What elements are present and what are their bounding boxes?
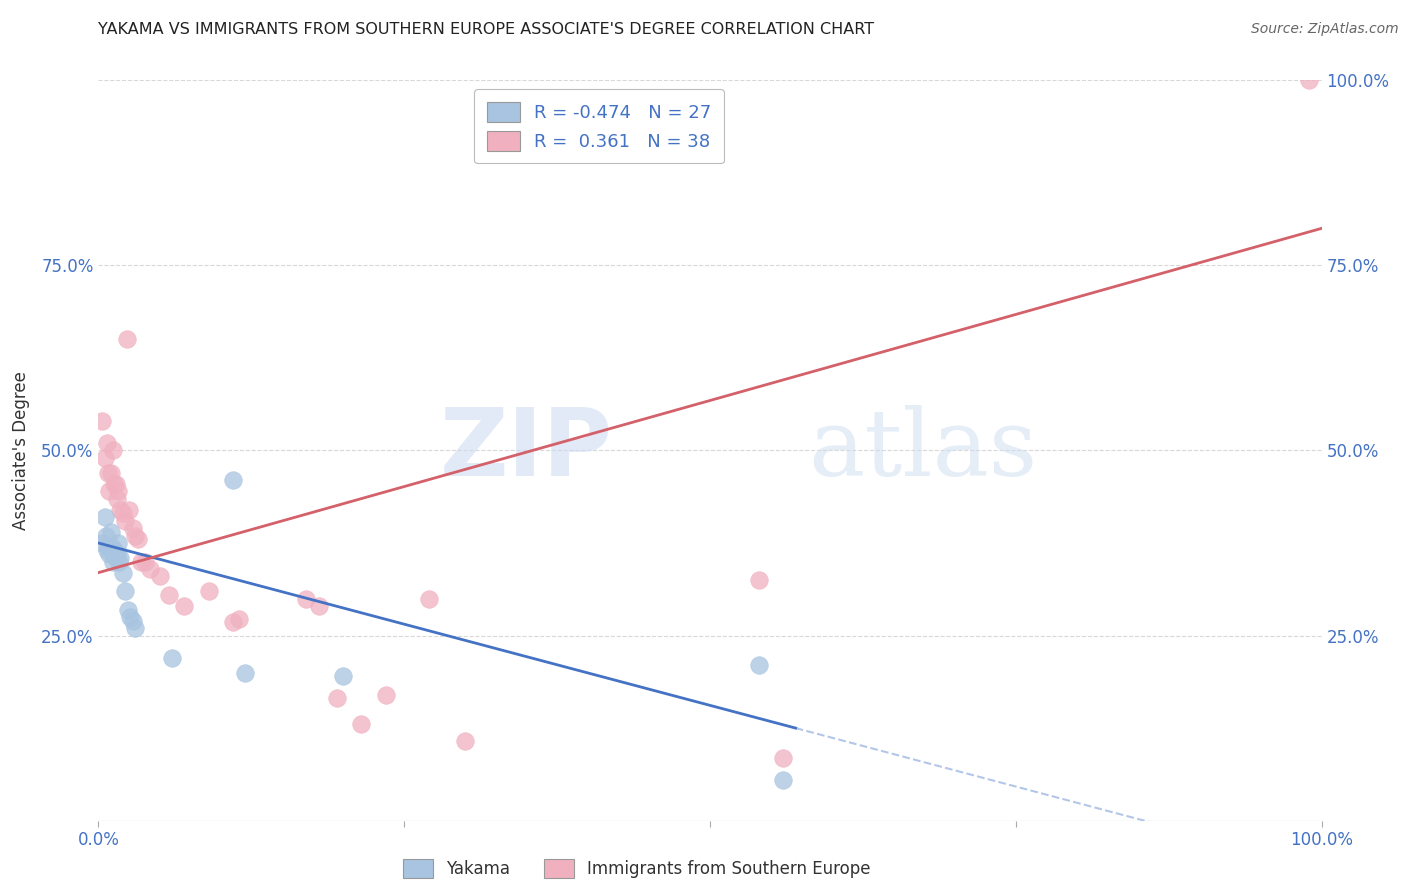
- Point: [98, 484, 121, 499]
- Text: ZIP: ZIP: [439, 404, 612, 497]
- Point: [100, 466, 122, 480]
- Point: [105, 491, 128, 506]
- Point: [91, 536, 114, 550]
- Point: [124, 528, 146, 542]
- Point: [157, 588, 180, 602]
- Point: [222, 473, 245, 487]
- Point: [117, 602, 139, 616]
- Y-axis label: Associate's Degree: Associate's Degree: [11, 371, 30, 530]
- Point: [134, 555, 156, 569]
- Point: [222, 615, 245, 630]
- Point: [350, 717, 373, 731]
- Point: [121, 614, 143, 628]
- Point: [197, 584, 219, 599]
- Point: [129, 555, 152, 569]
- Point: [120, 610, 142, 624]
- Point: [93, 450, 115, 465]
- Point: [454, 733, 477, 747]
- Point: [115, 333, 138, 347]
- Point: [418, 591, 440, 606]
- Point: [118, 502, 141, 516]
- Point: [374, 688, 396, 702]
- Point: [111, 507, 134, 521]
- Point: [96, 436, 118, 450]
- Point: [173, 599, 195, 613]
- Point: [139, 562, 162, 576]
- Point: [110, 550, 132, 565]
- Point: [748, 658, 770, 673]
- Point: [160, 650, 183, 665]
- Point: [107, 536, 129, 550]
- Point: [149, 569, 172, 583]
- Point: [94, 528, 117, 542]
- Legend: Yakama, Immigrants from Southern Europe: Yakama, Immigrants from Southern Europe: [395, 851, 879, 887]
- Point: [308, 599, 330, 613]
- Point: [103, 476, 125, 491]
- Point: [93, 510, 115, 524]
- Point: [332, 669, 354, 683]
- Text: YAKAMA VS IMMIGRANTS FROM SOUTHERN EUROPE ASSOCIATE'S DEGREE CORRELATION CHART: YAKAMA VS IMMIGRANTS FROM SOUTHERN EUROP…: [98, 22, 875, 37]
- Point: [295, 591, 318, 606]
- Point: [110, 502, 132, 516]
- Point: [121, 521, 143, 535]
- Point: [114, 514, 136, 528]
- Point: [101, 443, 124, 458]
- Point: [97, 540, 120, 554]
- Text: Source: ZipAtlas.com: Source: ZipAtlas.com: [1251, 22, 1399, 37]
- Point: [91, 414, 114, 428]
- Point: [104, 550, 127, 565]
- Point: [124, 621, 146, 635]
- Point: [104, 476, 127, 491]
- Text: atlas: atlas: [808, 406, 1038, 495]
- Point: [101, 540, 124, 554]
- Point: [98, 547, 121, 561]
- Point: [108, 555, 131, 569]
- Point: [228, 612, 250, 626]
- Point: [100, 524, 122, 539]
- Point: [114, 584, 136, 599]
- Point: [748, 573, 770, 587]
- Point: [127, 533, 149, 547]
- Point: [105, 547, 128, 561]
- Point: [97, 466, 120, 480]
- Point: [233, 665, 256, 680]
- Point: [107, 484, 129, 499]
- Point: [111, 566, 134, 580]
- Point: [96, 543, 118, 558]
- Point: [326, 691, 349, 706]
- Point: [772, 772, 794, 787]
- Point: [103, 543, 125, 558]
- Point: [772, 750, 794, 764]
- Point: [1298, 73, 1320, 87]
- Point: [101, 555, 124, 569]
